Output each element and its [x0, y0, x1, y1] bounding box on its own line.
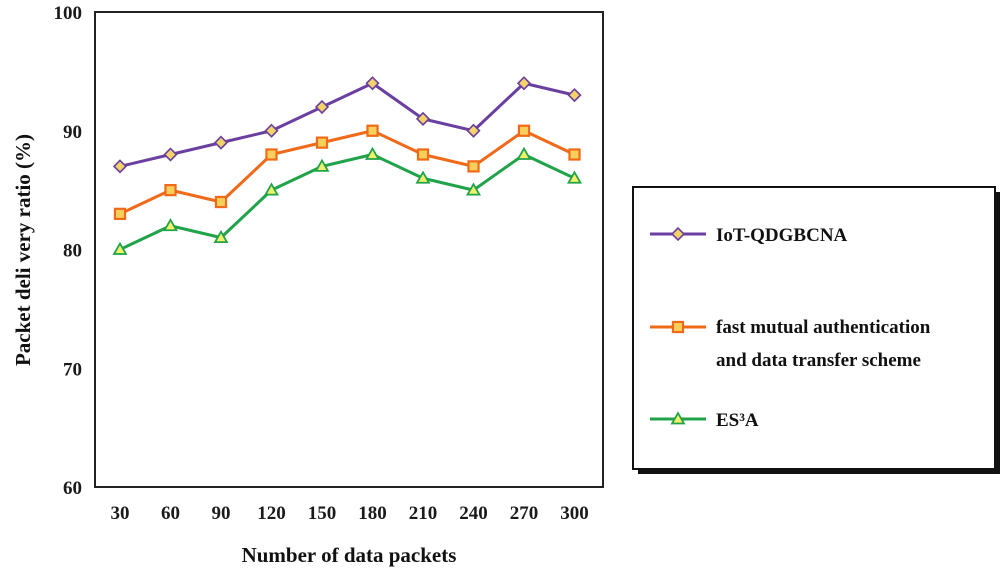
data-point	[516, 76, 532, 91]
data-point	[364, 146, 381, 160]
x-tick-label: 210	[409, 503, 438, 524]
data-point	[314, 99, 330, 115]
data-point	[568, 148, 581, 161]
data-point	[112, 241, 128, 255]
data-point	[314, 158, 330, 172]
data-point	[467, 160, 480, 173]
data-point	[366, 124, 379, 137]
data-point	[517, 124, 531, 137]
data-point	[162, 217, 179, 232]
data-point	[264, 123, 279, 138]
y-tick-label: 80	[63, 241, 82, 262]
data-point	[213, 135, 229, 150]
data-point	[465, 182, 482, 196]
x-tick-label: 120	[257, 503, 286, 524]
x-tick-label: 30	[111, 503, 130, 524]
data-point	[213, 229, 229, 243]
data-point	[415, 170, 431, 184]
y-axis-ticks: 60 70 80 90 100	[54, 3, 83, 499]
series-line	[119, 129, 576, 216]
data-point	[315, 136, 329, 149]
data-point	[263, 182, 280, 196]
x-axis-ticks: 30 60 90 120 150 180 210 240 270 300	[111, 503, 589, 524]
series-layer	[112, 76, 583, 255]
legend-label: ES³A	[716, 410, 759, 431]
y-tick-label: 100	[54, 3, 83, 24]
x-tick-label: 270	[510, 503, 539, 524]
data-point	[415, 111, 431, 126]
legend-swatch-marker	[671, 320, 685, 334]
legend-swatch-marker	[670, 411, 686, 425]
legend: IoT-QDGBCNA fast mutual authentication and…	[632, 186, 1000, 474]
x-tick-label: 60	[161, 503, 180, 524]
data-point	[214, 195, 228, 209]
x-tick-label: 150	[308, 503, 337, 524]
data-point	[164, 183, 177, 197]
series-line	[119, 81, 575, 168]
x-tick-label: 90	[212, 503, 231, 524]
legend-label: IoT-QDGBCNA	[716, 225, 848, 246]
data-point	[567, 88, 582, 103]
legend-label: and data transfer scheme	[716, 350, 921, 371]
data-point	[163, 147, 178, 162]
y-axis-title: Packet deli very ratio (%)	[11, 134, 35, 366]
y-tick-label: 90	[63, 122, 82, 143]
legend-items: IoT-QDGBCNA fast mutual authentication and…	[650, 225, 931, 431]
data-point	[416, 148, 430, 161]
data-point	[265, 148, 278, 161]
x-axis-title: Number of data packets	[242, 543, 457, 567]
data-point	[466, 123, 481, 138]
x-tick-label: 300	[560, 503, 589, 524]
plot-area-frame	[94, 11, 604, 488]
data-point	[516, 146, 532, 160]
y-tick-label: 70	[63, 359, 82, 380]
legend-label: fast mutual authentication	[716, 317, 931, 338]
data-point	[566, 170, 583, 184]
data-point	[365, 76, 380, 91]
data-point	[112, 159, 128, 174]
y-tick-label: 60	[63, 478, 82, 499]
x-tick-label: 180	[358, 503, 387, 524]
series-line	[119, 153, 576, 251]
legend-swatch-marker	[670, 226, 686, 242]
x-tick-label: 240	[459, 503, 488, 524]
data-point	[113, 207, 127, 221]
